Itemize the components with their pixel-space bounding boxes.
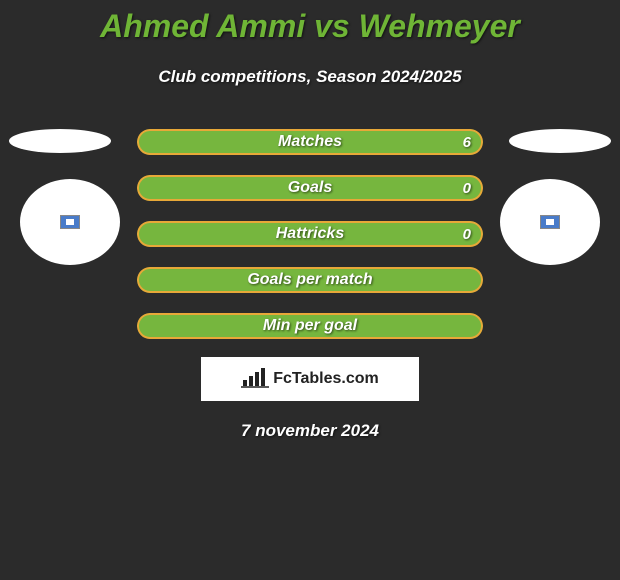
player-left-avatar bbox=[20, 179, 120, 265]
player-right-avatar bbox=[500, 179, 600, 265]
comparison-content: Matches 6 Goals 0 Hattricks 0 Goals per … bbox=[0, 129, 620, 441]
bar-value: 6 bbox=[463, 129, 471, 155]
bar-label: Matches bbox=[137, 129, 483, 155]
bar-label: Min per goal bbox=[137, 313, 483, 339]
bar-label: Goals bbox=[137, 175, 483, 201]
stat-bar-hattricks: Hattricks 0 bbox=[137, 221, 483, 247]
page-title: Ahmed Ammi vs Wehmeyer bbox=[0, 0, 620, 45]
bar-value: 0 bbox=[463, 221, 471, 247]
bar-chart-icon bbox=[241, 366, 269, 393]
stat-bar-matches: Matches 6 bbox=[137, 129, 483, 155]
bar-label: Hattricks bbox=[137, 221, 483, 247]
branding-badge: FcTables.com bbox=[201, 357, 419, 401]
date-label: 7 november 2024 bbox=[0, 421, 620, 441]
flag-icon bbox=[60, 215, 80, 229]
bar-label: Goals per match bbox=[137, 267, 483, 293]
bar-value: 0 bbox=[463, 175, 471, 201]
branding-text: FcTables.com bbox=[273, 370, 379, 388]
stat-bars: Matches 6 Goals 0 Hattricks 0 Goals per … bbox=[137, 129, 483, 339]
player-left-ellipse bbox=[9, 129, 111, 153]
stat-bar-goals-per-match: Goals per match bbox=[137, 267, 483, 293]
flag-icon bbox=[540, 215, 560, 229]
subtitle: Club competitions, Season 2024/2025 bbox=[0, 67, 620, 87]
stat-bar-min-per-goal: Min per goal bbox=[137, 313, 483, 339]
stat-bar-goals: Goals 0 bbox=[137, 175, 483, 201]
player-right-ellipse bbox=[509, 129, 611, 153]
